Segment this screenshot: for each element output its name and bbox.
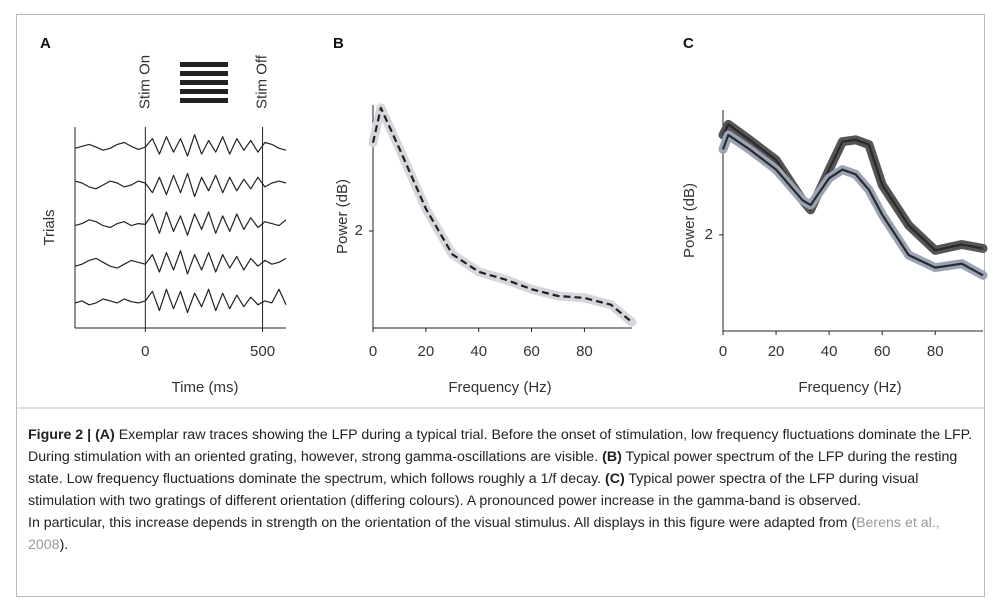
- panel-label: A: [40, 35, 51, 52]
- x-tick-label: 80: [576, 343, 593, 360]
- trace: [721, 133, 984, 277]
- x-tick-label: 80: [927, 343, 944, 360]
- x-tick-label: 0: [719, 343, 727, 360]
- y-axis-label: Trials: [41, 209, 58, 245]
- x-tick-label: 0: [369, 343, 377, 360]
- x-tick-label: 20: [418, 343, 435, 360]
- y-axis-label: Power (dB): [681, 183, 698, 258]
- caption: Figure 2 | (A) Exemplar raw traces showi…: [28, 424, 978, 556]
- x-tick-label: 500: [250, 343, 275, 360]
- trace: [722, 123, 984, 252]
- x-axis-label: Frequency (Hz): [448, 379, 551, 396]
- x-tick-label: 40: [821, 343, 838, 360]
- x-tick-label: 40: [470, 343, 487, 360]
- annotation: Stim Off: [254, 54, 271, 109]
- x-tick-label: 20: [768, 343, 785, 360]
- x-axis-label: Time (ms): [172, 379, 239, 396]
- y-tick-label: 2: [355, 222, 363, 239]
- trace: [74, 172, 287, 198]
- caption-text: Typical power spectra of the LFP during …: [28, 471, 919, 509]
- trace: [74, 134, 287, 157]
- x-axis-label: Frequency (Hz): [798, 379, 901, 396]
- figure-frame: [16, 14, 985, 597]
- annotation: Stim On: [136, 55, 153, 109]
- caption-tag: (A): [95, 427, 115, 443]
- trace: [74, 250, 287, 275]
- citation[interactable]: Berens et al., 2008: [28, 515, 940, 553]
- error-band: [718, 119, 988, 255]
- x-tick-label: 60: [874, 343, 891, 360]
- x-tick-label: 0: [141, 343, 149, 360]
- trace: [371, 106, 633, 324]
- error-band: [368, 103, 637, 327]
- caption-note: In particular, this increase depends in …: [28, 515, 857, 531]
- panel-label: B: [333, 35, 344, 52]
- caption-tag: (B): [602, 449, 622, 465]
- trace: [74, 288, 287, 314]
- caption-label: Figure 2 |: [28, 427, 92, 443]
- x-tick-label: 60: [523, 343, 540, 360]
- error-band: [718, 130, 988, 280]
- caption-text: Exemplar raw traces showing the LFP duri…: [28, 427, 973, 465]
- caption-text: Typical power spectrum of the LFP during…: [28, 449, 958, 487]
- caption-closing: ).: [59, 537, 69, 553]
- panel-label: C: [683, 35, 694, 52]
- trace: [74, 211, 287, 236]
- y-tick-label: 2: [705, 226, 713, 243]
- caption-tag: (C): [605, 471, 625, 487]
- grating-icon: [180, 62, 228, 103]
- y-axis-label: Power (dB): [334, 179, 351, 254]
